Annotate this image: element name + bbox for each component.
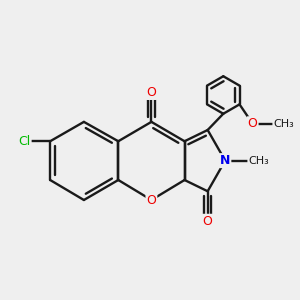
Text: O: O [146,86,156,99]
Text: N: N [220,154,230,167]
Text: CH₃: CH₃ [248,156,269,166]
Text: O: O [248,117,258,130]
Text: CH₃: CH₃ [273,119,294,129]
Text: O: O [203,215,213,228]
Text: O: O [146,194,156,206]
Text: Cl: Cl [18,135,31,148]
